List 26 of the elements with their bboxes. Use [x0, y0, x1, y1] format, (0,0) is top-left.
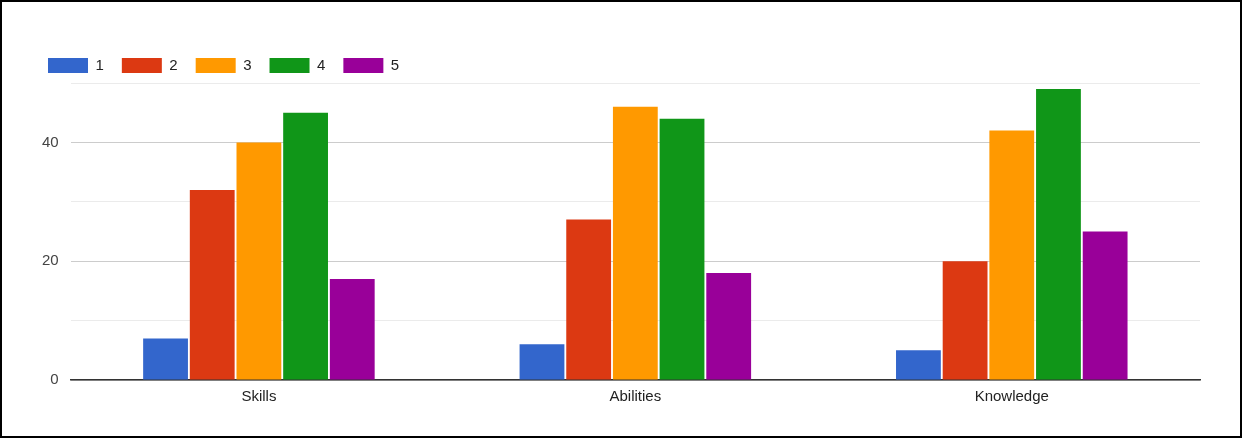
bar — [143, 338, 188, 380]
legend-label: 3 — [243, 55, 252, 73]
bar — [236, 142, 282, 380]
bar — [659, 118, 705, 380]
bar — [1036, 88, 1081, 380]
bar — [612, 106, 658, 380]
bar — [329, 279, 375, 380]
x-tick-label: Skills — [241, 387, 277, 405]
bar — [942, 261, 988, 380]
legend-label: 5 — [390, 55, 400, 73]
bar — [989, 130, 1035, 380]
bar — [706, 273, 752, 380]
legend-label: 2 — [169, 55, 178, 73]
bar — [189, 189, 235, 380]
x-tick-label: Knowledge — [974, 387, 1049, 405]
x-tick-label: Abilities — [609, 387, 662, 405]
bar — [896, 350, 941, 380]
legend-label: 4 — [317, 55, 326, 73]
bar — [519, 344, 565, 380]
bar — [283, 112, 328, 380]
y-tick-label: 0 — [50, 370, 59, 388]
y-tick-label: 40 — [42, 132, 59, 150]
bar — [566, 219, 612, 380]
bar — [1082, 231, 1128, 380]
legend-label: 1 — [95, 55, 104, 73]
y-tick-label: 20 — [42, 251, 59, 269]
